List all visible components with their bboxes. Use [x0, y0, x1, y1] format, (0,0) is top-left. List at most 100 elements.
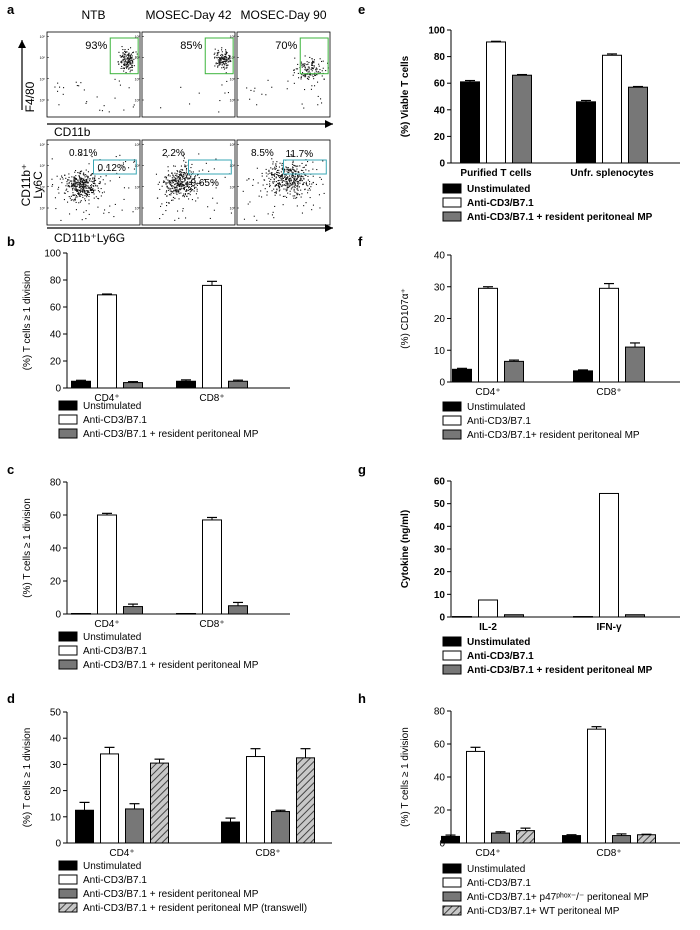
flow-event — [313, 73, 315, 75]
flow-event — [291, 176, 293, 178]
flow-event — [186, 174, 188, 176]
flow-event — [192, 171, 194, 173]
flow-event — [196, 183, 198, 185]
flow-event — [268, 169, 270, 171]
flow-event — [71, 199, 73, 201]
flow-event — [286, 186, 288, 188]
flow-event — [219, 100, 221, 102]
flow-event — [98, 182, 100, 184]
flow-event — [223, 68, 225, 70]
flow-event — [292, 172, 294, 174]
flow-event — [183, 189, 185, 191]
flow-event — [174, 177, 176, 179]
flow-event — [313, 62, 315, 64]
flow-event — [97, 206, 99, 208]
flow-event — [301, 180, 303, 182]
flow-event — [285, 177, 287, 179]
legend-swatch — [58, 645, 78, 656]
flow-event — [261, 93, 263, 95]
flow-event — [170, 182, 172, 184]
flow-event — [275, 166, 277, 168]
flow-event — [74, 188, 76, 190]
flow-event — [275, 184, 277, 186]
legend-swatch — [442, 891, 462, 902]
flow-event — [87, 171, 89, 173]
y-tick-label: 60 — [434, 740, 446, 751]
flow-event — [196, 190, 198, 192]
flow-event — [125, 59, 127, 61]
bar-e-s3-1 — [512, 74, 532, 164]
flow-plot-frame — [46, 31, 141, 118]
flow-event — [189, 103, 191, 105]
flow-event — [178, 198, 180, 200]
flow-event — [288, 186, 290, 188]
flow-event — [219, 62, 221, 64]
flow-event — [164, 193, 166, 195]
legend-swatch — [442, 183, 462, 194]
flow-event — [116, 172, 118, 174]
flow-event — [308, 61, 310, 63]
flow-event — [225, 53, 227, 55]
flow-event — [214, 65, 216, 67]
flow-event — [311, 85, 313, 87]
flow-event — [310, 186, 312, 188]
flow-event — [178, 174, 180, 176]
flow-event — [117, 61, 119, 63]
flow-event — [95, 196, 97, 198]
flow-event — [323, 78, 325, 80]
flow-event — [92, 181, 94, 183]
flow-event — [174, 189, 176, 191]
flow-event — [125, 66, 127, 68]
flow-event — [207, 206, 209, 208]
flow-event — [273, 178, 275, 180]
y-tick-label: 0 — [439, 159, 445, 170]
flow-event — [79, 195, 81, 197]
flow-event — [124, 50, 126, 52]
flow-event — [184, 187, 186, 189]
flow-event — [75, 187, 77, 189]
flow-event — [176, 190, 178, 192]
panel-letter-b: b — [7, 234, 15, 249]
flow-event — [91, 188, 93, 190]
flow-event — [225, 67, 227, 69]
flow-event — [89, 188, 91, 190]
bar-g-s2-1 — [478, 599, 498, 618]
flow-event — [91, 173, 93, 175]
flow-event — [217, 54, 219, 56]
gate-label: 0.12% — [98, 163, 126, 174]
flow-event — [194, 186, 196, 188]
legend-swatch — [442, 211, 462, 222]
flow-event — [304, 69, 306, 71]
flow-event — [176, 185, 178, 187]
flow-event — [91, 156, 93, 158]
flow-event — [292, 172, 294, 174]
flow-event — [118, 80, 120, 82]
flow-event — [293, 164, 295, 166]
flow-event — [297, 174, 299, 176]
flow-event — [307, 161, 309, 163]
bar-h-s2-1 — [466, 750, 485, 844]
legend-swatch — [58, 400, 78, 411]
flow-event — [222, 58, 224, 60]
flow-ylabel-row2-bottom: Ly6C — [31, 171, 45, 199]
flow-event — [129, 58, 131, 60]
flow-event — [85, 210, 87, 212]
flow-event — [128, 56, 130, 58]
flow-event — [75, 182, 77, 184]
flow-event — [180, 170, 182, 172]
flow-event — [225, 49, 227, 51]
flow-event — [298, 186, 300, 188]
flow-event — [282, 177, 284, 179]
flow-event — [119, 154, 121, 156]
bar-g-s2-2 — [599, 492, 619, 618]
flow-event — [278, 177, 280, 179]
flow-event — [190, 183, 192, 185]
flow-event — [215, 158, 217, 160]
flow-event — [179, 186, 181, 188]
flow-event — [166, 186, 168, 188]
flow-event — [128, 60, 130, 62]
bar-e-s1-1 — [460, 81, 480, 164]
flow-event — [174, 165, 176, 167]
y-tick-label: 20 — [50, 357, 62, 368]
flow-event — [187, 183, 189, 185]
